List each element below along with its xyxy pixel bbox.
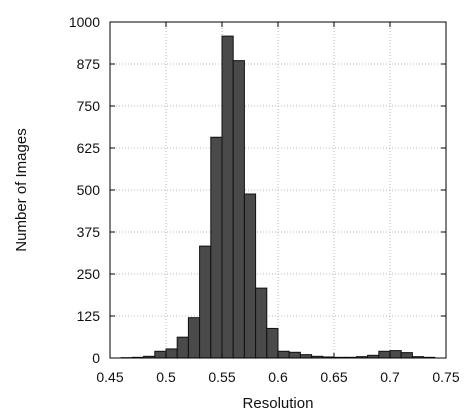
x-tick-label: 0.7	[380, 369, 400, 385]
histogram-bar	[210, 136, 223, 359]
y-tick-label: 625	[77, 140, 101, 156]
histogram-bar	[389, 350, 402, 359]
x-tick-label: 0.75	[432, 369, 459, 385]
ticks-layer	[109, 21, 447, 359]
y-tick-label: 1000	[69, 14, 100, 30]
y-tick-label: 250	[77, 266, 101, 282]
y-tick-label: 750	[77, 98, 101, 114]
labels-layer: 0.45 0.5 0.55 0.6 0.65 0.7 0.75 0 125 250 375 500 62…	[69, 14, 460, 385]
histogram-bar	[221, 35, 234, 359]
histogram-bar	[400, 352, 413, 359]
y-tick-label: 0	[92, 350, 100, 366]
x-tick-label: 0.5	[156, 369, 176, 385]
bars-layer	[120, 35, 436, 359]
histogram-bar	[187, 317, 201, 359]
grid-layer	[110, 22, 446, 358]
y-tick-label: 500	[77, 182, 101, 198]
x-tick-label: 0.6	[268, 369, 288, 385]
histogram-bar	[232, 60, 245, 359]
x-tick-label: 0.65	[320, 369, 347, 385]
x-tick-label: 0.55	[208, 369, 235, 385]
histogram-bar	[255, 287, 268, 359]
x-tick-label: 0.45	[96, 369, 123, 385]
histogram-bar	[176, 336, 189, 359]
histogram-bar	[165, 348, 178, 359]
y-tick-label: 875	[77, 56, 101, 72]
histogram-bar	[199, 245, 212, 359]
y-axis-title: Number of Images	[13, 128, 30, 251]
histogram-bar	[288, 351, 301, 359]
histogram-bar	[243, 193, 257, 359]
x-axis-title: Resolution	[243, 395, 314, 412]
y-tick-label: 375	[77, 224, 101, 240]
histogram-bar	[266, 327, 279, 359]
histogram-bar	[378, 350, 391, 359]
histogram-bar	[299, 354, 313, 359]
y-tick-label: 125	[77, 308, 101, 324]
histogram-bar	[277, 350, 290, 359]
histogram-bar	[154, 350, 167, 359]
